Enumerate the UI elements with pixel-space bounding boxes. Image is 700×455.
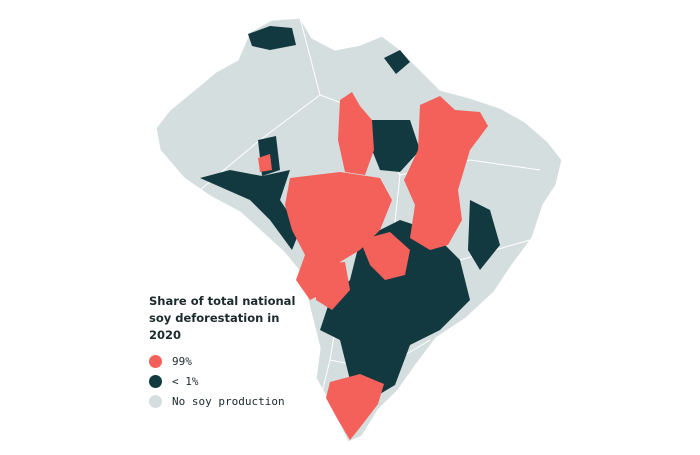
region-high xyxy=(338,92,374,175)
region-high xyxy=(285,172,392,300)
region-high xyxy=(258,154,272,172)
region-high xyxy=(404,96,488,250)
region-high xyxy=(360,232,410,280)
legend-swatch xyxy=(149,354,162,368)
legend-item: 99% xyxy=(149,354,329,368)
legend-swatch xyxy=(149,394,162,408)
legend-item: No soy production xyxy=(149,394,329,408)
soy-low-areas xyxy=(200,26,500,400)
region-high xyxy=(315,262,350,310)
region-low xyxy=(320,220,470,400)
region-low xyxy=(200,170,300,250)
region-low xyxy=(248,26,296,50)
region-low xyxy=(384,50,410,74)
legend-swatch xyxy=(149,374,162,388)
legend-items: 99% < 1% No soy production xyxy=(149,354,329,408)
legend-item: < 1% xyxy=(149,374,329,388)
legend-title: Share of total national soy deforestatio… xyxy=(149,294,296,342)
legend-label: 99% xyxy=(172,354,192,368)
region-low xyxy=(370,120,420,172)
region-high xyxy=(326,374,384,440)
legend: Share of total national soy deforestatio… xyxy=(149,293,329,408)
region-low xyxy=(468,200,500,270)
legend-label: < 1% xyxy=(172,374,199,388)
legend-label: No soy production xyxy=(172,394,285,408)
soy-high-areas xyxy=(258,92,488,440)
